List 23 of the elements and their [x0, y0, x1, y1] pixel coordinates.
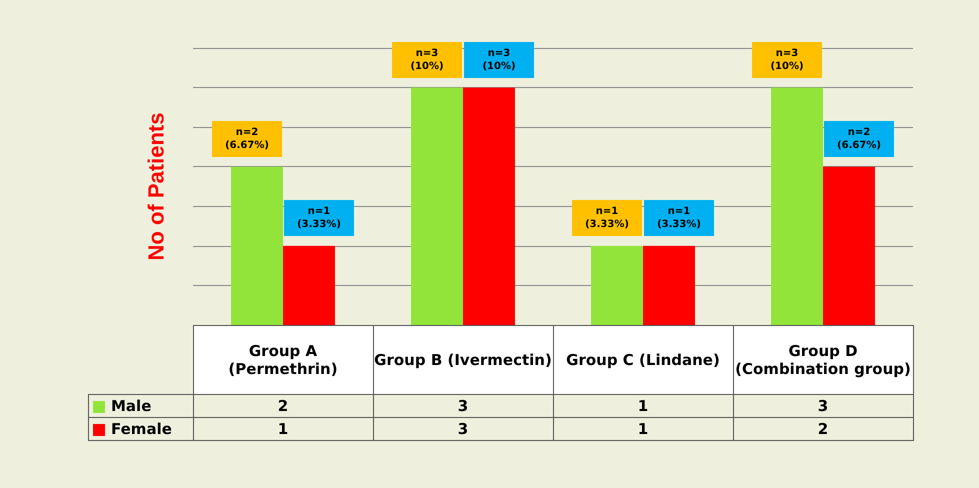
callout-box: n=2 (6.67%)	[824, 120, 894, 157]
callout-box: n=1 (3.33%)	[284, 200, 354, 236]
x-tick-label: Group D (Combination group)	[733, 326, 913, 394]
data-label: 3	[733, 394, 913, 418]
callout-box: n=1 (3.33%)	[644, 200, 714, 236]
data-label: 2	[193, 394, 373, 418]
callout-box: n=1 (3.33%)	[572, 200, 642, 236]
callout-box: n=2 (6.67%)	[212, 120, 282, 157]
callout-box: n=3 (10%)	[464, 42, 534, 78]
callout-box: n=3 (10%)	[392, 42, 462, 78]
x-tick-label: Group C (Lindane)	[553, 326, 733, 394]
x-tick-label: Group A (Permethrin)	[193, 326, 373, 394]
x-tick-label: Group B (Ivermectin)	[373, 326, 553, 394]
y-axis-title: No of Patients	[144, 112, 168, 260]
data-label: 1	[193, 418, 373, 440]
data-label: 1	[553, 418, 733, 440]
data-label: 3	[373, 394, 553, 418]
data-label: 3	[373, 418, 553, 440]
legend-label: Male	[88, 394, 193, 418]
data-label: 1	[553, 394, 733, 418]
legend-label: Female	[88, 418, 193, 440]
callout-box: n=3 (10%)	[752, 42, 822, 78]
data-label: 2	[733, 418, 913, 440]
